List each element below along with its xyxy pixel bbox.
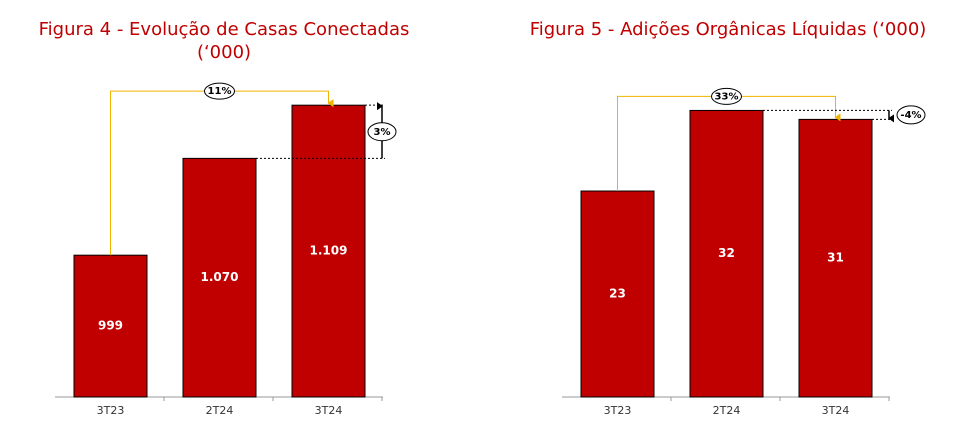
value-label: 1.070 (201, 270, 239, 284)
bar (291, 104, 366, 398)
value-label: 32 (718, 246, 735, 260)
chart-title: Figura 5 - Adições Orgânicas Líquidas (‘… (529, 19, 927, 40)
value-label: 23 (609, 287, 626, 301)
bar (580, 190, 655, 398)
value-label: 999 (98, 319, 123, 333)
x-tick-label: 2T24 (206, 404, 234, 417)
x-tick-label: 3T24 (315, 404, 343, 417)
chart-title: Figura 4 - Evolução de Casas Conectadas … (38, 19, 410, 63)
annotation-oval (711, 87, 742, 105)
bar (73, 254, 148, 398)
annotation-oval (204, 82, 235, 100)
annotation: 11% (208, 86, 232, 97)
x-tick-label: 3T23 (97, 404, 125, 417)
value-label: 31 (827, 251, 844, 265)
bar (798, 118, 873, 398)
x-tick-label: 2T24 (713, 404, 741, 417)
annotation: 33% (715, 91, 739, 102)
annotation: -4% (900, 110, 921, 121)
bar (689, 109, 764, 398)
annotation: 3% (374, 127, 391, 138)
bar (182, 157, 257, 398)
value-label: 1.109 (310, 244, 348, 258)
x-tick-label: 3T23 (604, 404, 632, 417)
annotation-oval (367, 122, 397, 142)
annotation-oval (896, 105, 926, 125)
x-tick-label: 3T24 (822, 404, 850, 417)
